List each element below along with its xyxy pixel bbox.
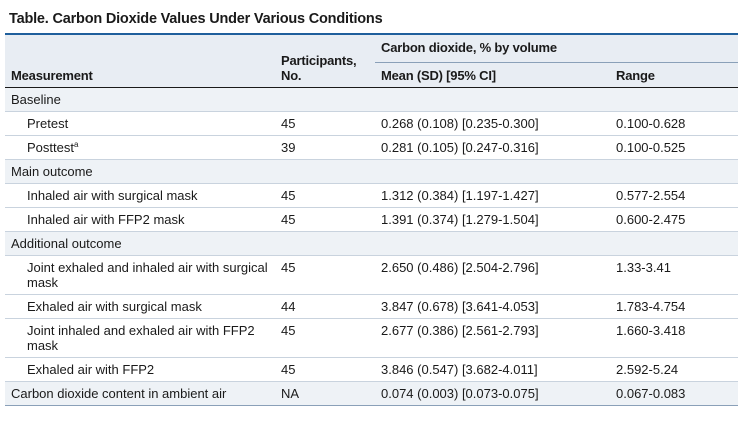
row-label-text: Posttest bbox=[27, 140, 74, 155]
group-row-main-outcome: Main outcome bbox=[5, 159, 739, 184]
group-row-baseline: Baseline bbox=[5, 87, 739, 112]
row-label: Inhaled air with surgical mask bbox=[5, 183, 275, 208]
row-range: 2.592-5.24 bbox=[610, 357, 739, 382]
row-participants: 44 bbox=[275, 294, 375, 319]
row-participants: 39 bbox=[275, 135, 375, 160]
row-mean: 2.677 (0.386) [2.561-2.793] bbox=[375, 318, 610, 358]
row-mean: 3.846 (0.547) [3.682-4.011] bbox=[375, 357, 610, 382]
table-title: Table. Carbon Dioxide Values Under Vario… bbox=[9, 11, 383, 27]
table-row: Joint exhaled and inhaled air with surgi… bbox=[5, 255, 739, 295]
row-mean: 3.847 (0.678) [3.641-4.053] bbox=[375, 294, 610, 319]
row-range: 0.600-2.475 bbox=[610, 207, 739, 232]
row-range: 0.577-2.554 bbox=[610, 183, 739, 208]
row-mean: 1.312 (0.384) [1.197-1.427] bbox=[375, 183, 610, 208]
row-range: 0.067-0.083 bbox=[610, 381, 739, 406]
row-participants: NA bbox=[275, 381, 375, 406]
table-row: Posttesta 39 0.281 (0.105) [0.247-0.316]… bbox=[5, 135, 739, 160]
row-mean: 1.391 (0.374) [1.279-1.504] bbox=[375, 207, 610, 232]
group-label: Additional outcome bbox=[5, 231, 739, 256]
header-mean: Mean (SD) [95% CI] bbox=[375, 62, 610, 88]
row-participants: 45 bbox=[275, 255, 375, 295]
header-range: Range bbox=[610, 62, 739, 88]
row-label: Joint inhaled and exhaled air with FFP2 … bbox=[5, 318, 275, 358]
header-measurement: Measurement bbox=[5, 35, 275, 88]
table-row: Exhaled air with FFP2 45 3.846 (0.547) [… bbox=[5, 357, 739, 382]
row-label: Inhaled air with FFP2 mask bbox=[5, 207, 275, 232]
header-row-top: Measurement Participants, No. Carbon dio… bbox=[5, 35, 739, 88]
title-rule bbox=[5, 33, 738, 35]
row-label: Joint exhaled and inhaled air with surgi… bbox=[5, 255, 275, 295]
row-participants: 45 bbox=[275, 111, 375, 136]
header-participants-line2: No. bbox=[281, 68, 302, 83]
group-label: Main outcome bbox=[5, 159, 739, 184]
row-label: Pretest bbox=[5, 111, 275, 136]
row-participants: 45 bbox=[275, 183, 375, 208]
header-participants: Participants, No. bbox=[275, 35, 375, 88]
group-row-additional-outcome: Additional outcome bbox=[5, 231, 739, 256]
row-mean: 0.281 (0.105) [0.247-0.316] bbox=[375, 135, 610, 160]
row-participants: 45 bbox=[275, 357, 375, 382]
footnote-marker: a bbox=[73, 140, 79, 149]
row-label: Carbon dioxide content in ambient air bbox=[5, 381, 275, 406]
co2-table: Measurement Participants, No. Carbon dio… bbox=[5, 35, 739, 406]
row-participants: 45 bbox=[275, 207, 375, 232]
row-mean: 2.650 (0.486) [2.504-2.796] bbox=[375, 255, 610, 295]
row-label: Exhaled air with FFP2 bbox=[5, 357, 275, 382]
table-row: Inhaled air with FFP2 mask 45 1.391 (0.3… bbox=[5, 207, 739, 232]
row-mean: 0.074 (0.003) [0.073-0.075] bbox=[375, 381, 610, 406]
row-range: 1.660-3.418 bbox=[610, 318, 739, 358]
row-participants: 45 bbox=[275, 318, 375, 358]
table-row: Pretest 45 0.268 (0.108) [0.235-0.300] 0… bbox=[5, 111, 739, 136]
row-label: Exhaled air with surgical mask bbox=[5, 294, 275, 319]
row-range: 0.100-0.525 bbox=[610, 135, 739, 160]
group-label: Baseline bbox=[5, 87, 739, 112]
header-participants-line1: Participants, bbox=[281, 53, 357, 68]
table-row-ambient: Carbon dioxide content in ambient air NA… bbox=[5, 381, 739, 406]
row-range: 0.100-0.628 bbox=[610, 111, 739, 136]
table-row: Joint inhaled and exhaled air with FFP2 … bbox=[5, 318, 739, 358]
row-range: 1.33-3.41 bbox=[610, 255, 739, 295]
row-mean: 0.268 (0.108) [0.235-0.300] bbox=[375, 111, 610, 136]
header-co2-group: Carbon dioxide, % by volume bbox=[375, 35, 739, 63]
row-range: 1.783-4.754 bbox=[610, 294, 739, 319]
row-label: Posttesta bbox=[5, 135, 275, 160]
table-row: Exhaled air with surgical mask 44 3.847 … bbox=[5, 294, 739, 319]
table-row: Inhaled air with surgical mask 45 1.312 … bbox=[5, 183, 739, 208]
header-row-bottom: Mean (SD) [95% CI] Range bbox=[5, 62, 739, 88]
